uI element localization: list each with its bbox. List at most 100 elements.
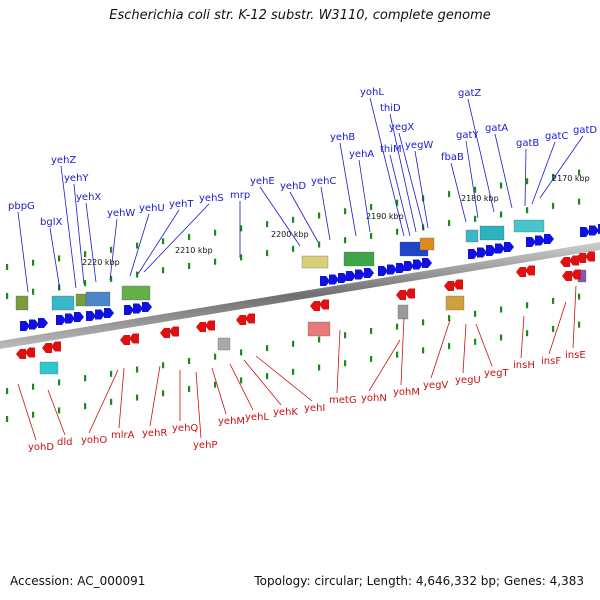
reverse-gene-arrow	[25, 347, 35, 358]
scale-tick-outer	[136, 242, 139, 249]
gene-label-yegT: yegT	[484, 368, 509, 379]
forward-gene-arrow	[387, 264, 397, 275]
leader-line-insE	[572, 285, 577, 349]
scale-tick-bottom	[162, 390, 165, 397]
scale-tick-outer	[6, 264, 9, 271]
leader-line-yehT	[137, 209, 180, 275]
genome-backbone	[0, 242, 600, 349]
forward-gene-arrow	[95, 309, 105, 320]
scale-tick-inner	[240, 254, 243, 261]
scale-tick-bottom	[500, 334, 503, 341]
forward-gene-arrow	[378, 266, 388, 276]
scale-tick-inner	[396, 228, 399, 235]
forward-gene-arrow	[329, 274, 339, 285]
forward-gene-arrow	[396, 263, 406, 273]
scale-tick-bottom	[448, 343, 451, 350]
leader-line-gatB	[524, 148, 527, 207]
reverse-gene-arrow	[236, 315, 246, 325]
scale-tick-bottom	[266, 373, 269, 380]
scale-tick-inner	[188, 262, 191, 269]
gene-block	[465, 229, 479, 243]
scale-tick-lower	[552, 297, 555, 304]
gene-label-yehU: yehU	[139, 203, 165, 214]
leader-line-yehK	[243, 359, 282, 406]
reverse-gene-arrow	[196, 322, 206, 332]
reverse-gene-arrow	[444, 281, 454, 291]
reverse-gene-arrow	[576, 253, 586, 263]
reverse-gene-arrow	[42, 343, 52, 353]
forward-gene-arrow	[544, 234, 554, 244]
scale-tick-outer	[162, 238, 165, 245]
topology-text: Topology: circular; Length: 4,646,332 bp…	[254, 574, 584, 588]
leader-line-yehW	[109, 218, 118, 281]
forward-gene-arrow	[589, 225, 599, 236]
gene-label-yehI: yehI	[304, 403, 325, 414]
scale-tick-inner	[292, 245, 295, 252]
scale-tick-inner	[32, 288, 35, 295]
leader-line-yehY	[73, 183, 85, 285]
scale-tick-inner	[110, 275, 113, 282]
gene-label-yehS: yehS	[199, 193, 224, 204]
scale-tick-bottom	[58, 407, 61, 414]
scale-tick-inner	[162, 267, 165, 274]
scale-tick-bottom	[396, 351, 399, 358]
forward-gene-arrow	[104, 308, 114, 318]
map-title: Escherichia coli str. K-12 substr. W3110…	[109, 8, 491, 23]
scale-tick-bottom	[110, 398, 113, 405]
scale-label: 2180 kbp	[461, 194, 499, 203]
reverse-gene-arrow	[516, 267, 526, 277]
scale-tick-inner	[370, 232, 373, 239]
gene-label-gatA: gatA	[485, 123, 508, 134]
leader-line-yehP	[195, 371, 202, 439]
leader-line-yehS	[143, 203, 210, 273]
reverse-gene-arrow	[16, 349, 26, 359]
leader-line-yohM	[400, 317, 405, 386]
scale-tick-bottom	[552, 325, 555, 332]
gene-label-insF: insF	[541, 356, 561, 367]
gene-label-yehD: yehD	[280, 181, 306, 192]
scale-tick-inner	[266, 250, 269, 257]
scale-tick-bottom	[240, 377, 243, 384]
forward-gene-arrow	[504, 242, 514, 252]
gene-block	[307, 321, 331, 337]
leader-line-yegU	[462, 323, 467, 374]
scale-tick-lower	[474, 310, 477, 317]
forward-gene-arrow	[65, 313, 75, 324]
reverse-gene-arrow	[562, 271, 572, 281]
scale-label: 2210 kbp	[175, 246, 213, 255]
reverse-gene-arrow	[310, 301, 320, 311]
gene-label-insH: insH	[513, 360, 535, 371]
leader-line-yohD	[17, 383, 37, 441]
scale-tick-inner	[526, 207, 529, 214]
gene-label-yehA: yehA	[349, 149, 374, 160]
gene-label-yegU: yegU	[455, 375, 481, 386]
scale-tick-bottom	[292, 368, 295, 375]
gene-label-yehQ: yehQ	[172, 423, 198, 434]
leader-line-yehL	[229, 363, 254, 411]
gene-label-metG: metG	[329, 395, 357, 406]
scale-label: 2220 kbp	[82, 258, 120, 267]
scale-tick-lower	[110, 370, 113, 377]
forward-gene-arrow	[486, 245, 496, 255]
gene-label-yohO: yohO	[81, 435, 107, 446]
gene-label-yehW: yehW	[107, 208, 135, 219]
scale-tick-lower	[526, 302, 529, 309]
forward-gene-arrow	[29, 319, 39, 330]
reverse-gene-arrow	[585, 251, 595, 262]
leader-line-yegV	[430, 319, 451, 379]
leader-line-gatA	[494, 133, 513, 209]
gene-block	[51, 295, 75, 311]
scale-tick-lower	[370, 327, 373, 334]
leader-line-pbpG	[17, 211, 29, 293]
leader-line-yehD	[289, 191, 319, 243]
scale-tick-outer	[84, 251, 87, 258]
scale-tick-outer	[552, 173, 555, 180]
scale-tick-outer	[500, 182, 503, 189]
gene-label-gatC: gatC	[545, 131, 568, 142]
leader-line-bglX	[49, 227, 61, 291]
reverse-gene-arrow	[245, 313, 255, 324]
leader-line-gatC	[531, 141, 556, 205]
leader-line-mlrA	[118, 367, 125, 429]
gene-label-mlrA: mlrA	[111, 430, 135, 441]
